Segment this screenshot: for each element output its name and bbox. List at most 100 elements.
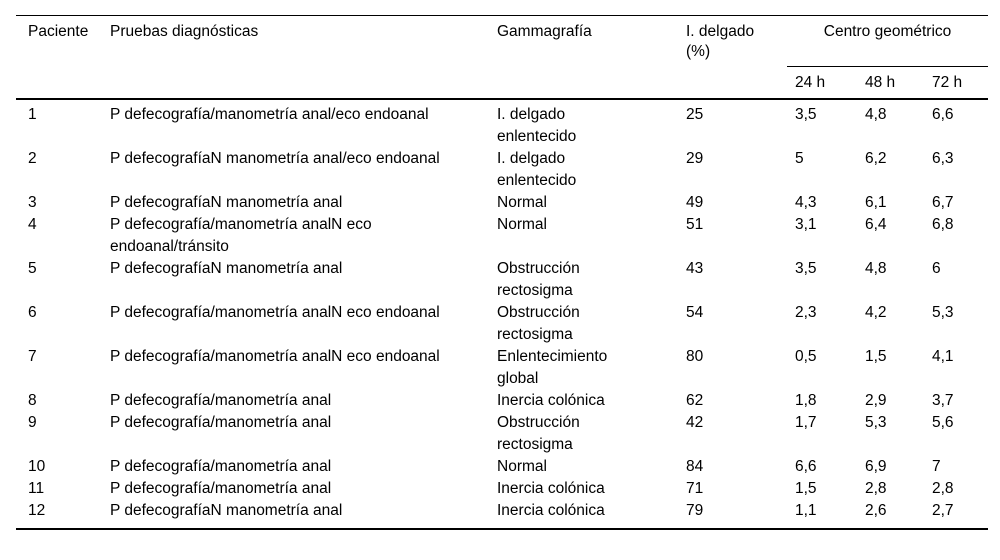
col-header-48h: 48 h <box>860 66 928 100</box>
cell-paciente: 9 <box>28 413 37 431</box>
cell-i-delgado: 43 <box>686 259 704 277</box>
table-row: 4 P defecografía/manometría analN eco en… <box>16 214 988 258</box>
cell-72h: 5,3 <box>932 303 954 321</box>
cell-48h: 1,5 <box>865 347 887 365</box>
cell-48h: 6,9 <box>865 457 887 475</box>
cell-24h: 4,3 <box>795 193 817 211</box>
col-header-72h: 72 h <box>928 66 989 100</box>
cell-paciente: 12 <box>28 501 46 519</box>
cell-gammagrafia: Normal <box>497 215 547 233</box>
cell-paciente: 5 <box>28 259 37 277</box>
cell-i-delgado: 62 <box>686 391 704 409</box>
table-header: Paciente Pruebas diagnósticas Gammagrafí… <box>16 15 989 100</box>
cell-48h: 4,8 <box>865 105 887 123</box>
table-row: 7 P defecografía/manometría analN eco en… <box>16 346 988 390</box>
cell-paciente: 7 <box>28 347 37 365</box>
table-row: 10 P defecografía/manometría anal Normal… <box>16 456 988 478</box>
cell-paciente: 11 <box>28 479 45 497</box>
col-header-i-delgado: I. delgado (%) <box>686 15 787 100</box>
cell-48h: 6,4 <box>865 215 887 233</box>
cell-48h: 6,2 <box>865 149 887 167</box>
cell-gammagrafia: Obstrucción rectosigma <box>497 259 580 299</box>
table-row: 11 P defecografía/manometría anal Inerci… <box>16 478 988 500</box>
cell-i-delgado: 84 <box>686 457 704 475</box>
cell-gammagrafia: Inercia colónica <box>497 479 605 497</box>
cell-i-delgado: 80 <box>686 347 704 365</box>
table-row: 2 P defecografíaN manometría anal/eco en… <box>16 148 988 192</box>
cell-i-delgado: 42 <box>686 413 704 431</box>
cell-i-delgado: 49 <box>686 193 704 211</box>
cell-gammagrafia: Inercia colónica <box>497 391 605 409</box>
cell-72h: 4,1 <box>932 347 954 365</box>
cell-48h: 4,2 <box>865 303 887 321</box>
cell-24h: 1,1 <box>795 501 817 519</box>
cell-pruebas-diagnosticas: P defecografíaN manometría anal <box>110 501 343 519</box>
cell-24h: 0,5 <box>795 347 817 365</box>
table-row: 3 P defecografíaN manometría anal Normal… <box>16 192 988 214</box>
cell-24h: 1,5 <box>795 479 817 497</box>
cell-48h: 2,6 <box>865 501 887 519</box>
table-row: 12 P defecografíaN manometría anal Inerc… <box>16 500 988 529</box>
cell-pruebas-diagnosticas: P defecografía/manometría anal <box>110 479 332 497</box>
cell-i-delgado: 51 <box>686 215 704 233</box>
patient-diagnostics-table: Paciente Pruebas diagnósticas Gammagrafí… <box>16 15 989 530</box>
cell-72h: 6,6 <box>932 105 954 123</box>
col-header-centro-geometrico: Centro geométrico <box>787 15 989 67</box>
cell-i-delgado: 29 <box>686 149 704 167</box>
cell-72h: 2,7 <box>932 501 954 519</box>
table-row: 9 P defecografía/manometría anal Obstruc… <box>16 412 988 456</box>
cell-pruebas-diagnosticas: P defecografía/manometría analN eco endo… <box>110 347 440 365</box>
cell-gammagrafia: Normal <box>497 457 547 475</box>
cell-pruebas-diagnosticas: P defecografíaN manometría anal/eco endo… <box>110 149 440 167</box>
cell-pruebas-diagnosticas: P defecografía/manometría analN eco endo… <box>110 215 372 255</box>
cell-48h: 6,1 <box>865 193 887 211</box>
col-header-gammagrafia: Gammagrafía <box>497 15 686 100</box>
cell-gammagrafia: I. delgado enlentecido <box>497 149 577 189</box>
cell-48h: 4,8 <box>865 259 887 277</box>
cell-72h: 6 <box>932 259 941 277</box>
cell-72h: 3,7 <box>932 391 954 409</box>
cell-gammagrafia: Enlentecimiento global <box>497 347 608 387</box>
cell-paciente: 6 <box>28 303 37 321</box>
cell-pruebas-diagnosticas: P defecografía/manometría analN eco endo… <box>110 303 440 321</box>
cell-paciente: 2 <box>28 149 37 167</box>
cell-paciente: 8 <box>28 391 37 409</box>
cell-pruebas-diagnosticas: P defecografíaN manometría anal <box>110 193 343 211</box>
cell-72h: 7 <box>932 457 941 475</box>
cell-72h: 5,6 <box>932 413 954 431</box>
cell-paciente: 4 <box>28 215 37 233</box>
header-row-main: Paciente Pruebas diagnósticas Gammagrafí… <box>16 15 989 100</box>
header-row-sub: 24 h 48 h 72 h <box>16 66 989 100</box>
cell-48h: 2,9 <box>865 391 887 409</box>
cell-pruebas-diagnosticas: P defecografíaN manometría anal <box>110 259 343 277</box>
cell-24h: 3,5 <box>795 259 817 277</box>
cell-pruebas-diagnosticas: P defecografía/manometría anal/eco endoa… <box>110 105 429 123</box>
table-row: 6 P defecografía/manometría analN eco en… <box>16 302 988 346</box>
cell-24h: 3,5 <box>795 105 817 123</box>
cell-72h: 2,8 <box>932 479 954 497</box>
cell-paciente: 1 <box>28 105 37 123</box>
cell-24h: 5 <box>795 149 804 167</box>
cell-24h: 1,7 <box>795 413 817 431</box>
cell-24h: 2,3 <box>795 303 817 321</box>
col-header-paciente: Paciente <box>16 15 110 100</box>
cell-48h: 2,8 <box>865 479 887 497</box>
cell-72h: 6,3 <box>932 149 954 167</box>
table-row: 1 P defecografía/manometría anal/eco end… <box>16 99 988 148</box>
cell-gammagrafia: I. delgado enlentecido <box>497 105 577 145</box>
cell-pruebas-diagnosticas: P defecografía/manometría anal <box>110 457 332 475</box>
cell-72h: 6,7 <box>932 193 954 211</box>
cell-gammagrafia: Normal <box>497 193 547 211</box>
cell-gammagrafia: Obstrucción rectosigma <box>497 303 580 343</box>
cell-i-delgado: 71 <box>686 479 704 497</box>
cell-i-delgado: 79 <box>686 501 704 519</box>
cell-pruebas-diagnosticas: P defecografía/manometría anal <box>110 413 332 431</box>
col-header-pruebas-diagnosticas: Pruebas diagnósticas <box>110 15 497 100</box>
cell-24h: 1,8 <box>795 391 817 409</box>
cell-gammagrafia: Obstrucción rectosigma <box>497 413 580 453</box>
table-body: 1 P defecografía/manometría anal/eco end… <box>16 99 988 529</box>
table-row: 5 P defecografíaN manometría anal Obstru… <box>16 258 988 302</box>
cell-48h: 5,3 <box>865 413 887 431</box>
cell-pruebas-diagnosticas: P defecografía/manometría anal <box>110 391 332 409</box>
cell-i-delgado: 25 <box>686 105 704 123</box>
